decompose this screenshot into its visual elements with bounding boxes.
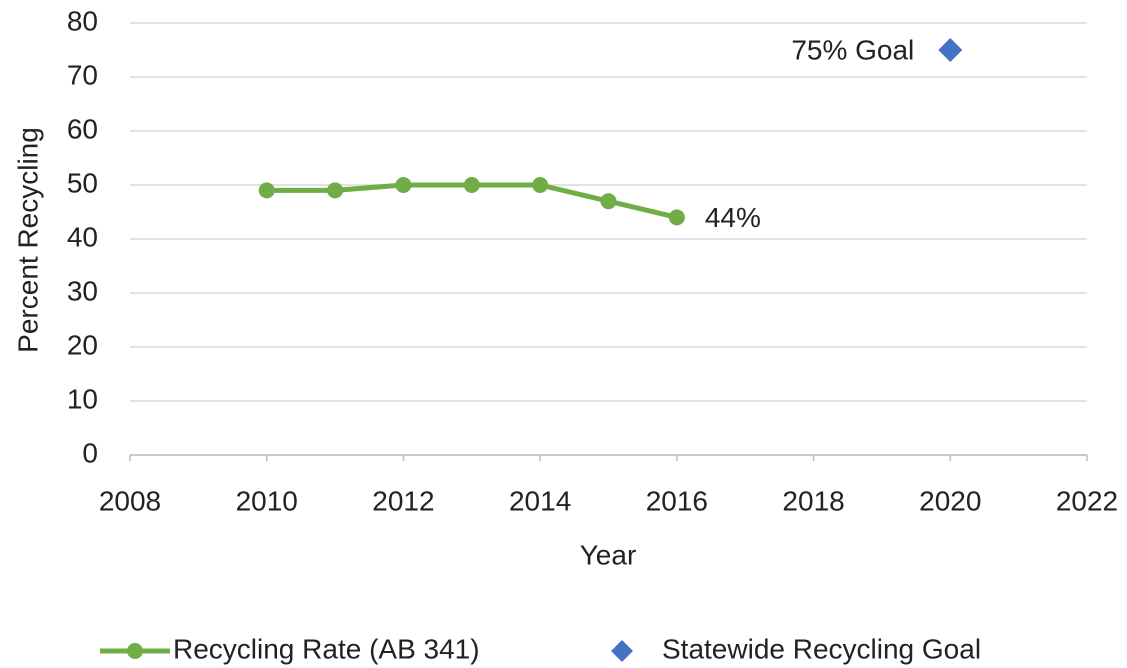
y-tick-label: 10: [67, 383, 98, 414]
point: [532, 177, 549, 193]
legend-marker: [611, 640, 633, 662]
x-tick-label: 2022: [1056, 485, 1118, 516]
data-label: 44%: [705, 202, 761, 233]
x-tick-label: 2010: [236, 485, 298, 516]
x-tick-label: 2018: [782, 485, 844, 516]
y-tick-label: 40: [67, 221, 98, 252]
goal-marker: [938, 38, 963, 62]
legend-label: Statewide Recycling Goal: [662, 633, 981, 664]
point: [258, 182, 275, 199]
x-tick-label: 2014: [509, 485, 571, 516]
y-tick-label: 30: [67, 275, 98, 306]
point: [463, 177, 480, 193]
x-tick-label: 2012: [372, 485, 434, 516]
x-axis-label: Year: [580, 539, 637, 570]
x-tick-label: 2008: [99, 485, 161, 516]
y-tick-label: 60: [67, 113, 98, 144]
legend-marker: [127, 643, 143, 659]
y-axis-label: Percent Recycling: [12, 127, 43, 353]
y-tick-label: 20: [67, 329, 98, 360]
point: [327, 182, 344, 199]
point: [395, 177, 412, 193]
point: [600, 193, 617, 210]
y-tick-label: 80: [67, 5, 98, 36]
data-label: 75% Goal: [791, 34, 914, 65]
legend-label: Recycling Rate (AB 341): [173, 633, 480, 664]
y-tick-label: 50: [67, 167, 98, 198]
point: [668, 209, 685, 226]
x-tick-label: 2016: [646, 485, 708, 516]
y-tick-label: 0: [82, 437, 98, 468]
x-tick-label: 2020: [919, 485, 981, 516]
y-tick-label: 70: [67, 59, 98, 90]
